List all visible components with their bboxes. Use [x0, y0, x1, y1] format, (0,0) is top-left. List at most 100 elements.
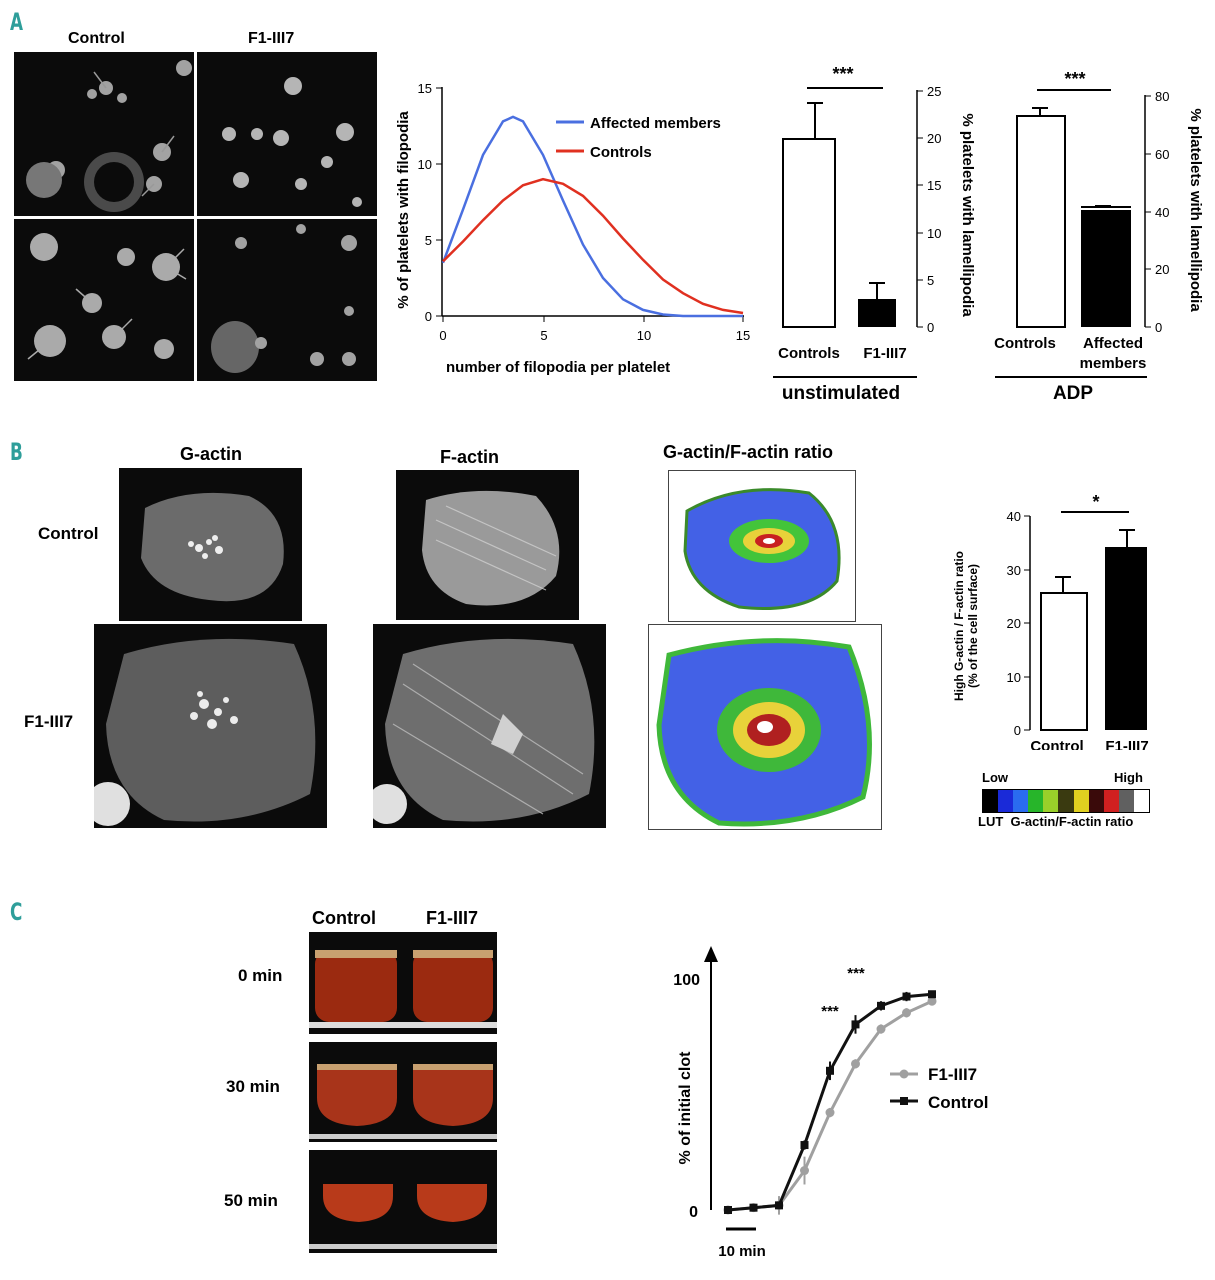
- micro-title-control: Control: [68, 30, 125, 47]
- significance-label: ***: [832, 64, 853, 84]
- clot-retraction-chart: 100 0 % of initial clot 10 min *** *** F…: [673, 946, 988, 1260]
- filopodia-ytick: 15: [418, 81, 432, 96]
- panel-label-c: C: [10, 898, 23, 926]
- lamelli1-ytick: 20: [927, 131, 941, 146]
- legend-label-control: Control: [928, 1093, 988, 1112]
- clot-point-f1-iii7: [800, 1166, 809, 1176]
- lamelli2-ytick: 60: [1155, 147, 1169, 162]
- clot-point-control: [775, 1201, 783, 1210]
- series-line-affected-members: [441, 115, 743, 318]
- col-title-g-actin: G-actin: [180, 444, 243, 464]
- lamelli1-y-label: % platelets with lamellipodia: [959, 113, 976, 317]
- time-label-0: 0 min: [238, 966, 283, 985]
- legend-marker-f1: [899, 1069, 909, 1079]
- row-label-f1: F1-III7: [24, 712, 74, 731]
- ratio-ytick: 0: [1014, 723, 1021, 738]
- group-label-adp: ADP: [1053, 383, 1093, 404]
- lamelli2-y-ticks: 80 60 40 20 0: [1145, 89, 1169, 335]
- ratio-control-image: [668, 470, 856, 622]
- clot-ytick-0: 0: [689, 1204, 698, 1221]
- ratio-ytick: 30: [1007, 563, 1021, 578]
- clot-y-axis-arrow: [704, 946, 718, 962]
- clot-point-control: [877, 1001, 885, 1010]
- lamelli1-y-ticks: 25 20 15 10 5 0: [917, 84, 941, 335]
- significance-label-2: ***: [847, 965, 865, 982]
- micro-image-f1-top: [197, 52, 377, 216]
- significance-label-1: ***: [821, 1003, 839, 1020]
- clot-point-f1-iii7: [825, 1108, 835, 1118]
- filopodia-xtick: 15: [736, 328, 750, 343]
- significance-label: *: [1092, 492, 1099, 512]
- clot-point-control: [851, 1020, 860, 1029]
- clot-y-label: % of initial clot: [677, 1051, 694, 1165]
- micro-title-f1: F1-III7: [248, 30, 295, 47]
- f-actin-f1-image: [373, 624, 606, 828]
- filopodia-xtick: 0: [439, 328, 446, 343]
- lamelli2-cat1: Controls: [994, 335, 1056, 352]
- time-label-30: 30 min: [226, 1077, 280, 1096]
- col-title-f1-c: F1-III7: [426, 908, 479, 928]
- lamelli1-cat1: Controls: [778, 345, 840, 362]
- lamelli2-y-label: % platelets with lamellipodia: [1187, 108, 1204, 312]
- clot-point-control: [749, 1203, 758, 1212]
- filopodia-chart: 15 10 5 0 0 5 10 15 Affected members Con…: [395, 81, 750, 376]
- series-line-controls: [442, 177, 744, 315]
- lamelli1-ytick: 5: [927, 273, 934, 288]
- clot-line-f1-iii7: [727, 999, 933, 1212]
- panel-label-a: A: [10, 8, 24, 36]
- lut-high-label: High: [1114, 770, 1143, 785]
- clot-photo-30min: [309, 1042, 497, 1142]
- ratio-cat2: F1-III7: [1105, 738, 1148, 750]
- clot-photo-50min: [309, 1150, 497, 1253]
- col-title-f-actin: F-actin: [440, 447, 500, 467]
- lamelli2-ytick: 80: [1155, 89, 1169, 104]
- lamelli1-ytick: 15: [927, 178, 941, 193]
- panel-label-b: B: [10, 438, 23, 466]
- lamelli1-ytick: 25: [927, 84, 941, 99]
- filopodia-ytick: 0: [425, 309, 432, 324]
- clot-point-control: [724, 1206, 732, 1214]
- filopodia-xtick: 10: [637, 328, 651, 343]
- clot-point-f1-iii7: [851, 1059, 860, 1069]
- clot-point-control: [826, 1066, 834, 1075]
- g-actin-f1-image: [94, 624, 327, 828]
- clot-ytick-100: 100: [673, 972, 700, 989]
- clot-series-marks: [723, 990, 937, 1215]
- legend-label-affected: Affected members: [590, 115, 721, 132]
- ratio-ytick: 40: [1007, 509, 1021, 524]
- lamelli2-ytick: 40: [1155, 205, 1169, 220]
- lamelli2-ytick: 20: [1155, 262, 1169, 277]
- lamelli2-cat2b: members: [1080, 355, 1147, 372]
- filopodia-x-ticks: 0 5 10 15: [439, 316, 750, 343]
- filopodia-x-label: number of filopodia per platelet: [446, 359, 670, 376]
- group-label-unstimulated: unstimulated: [782, 383, 900, 404]
- ratio-cat1: Control: [1030, 738, 1083, 750]
- clot-point-f1-iii7: [927, 996, 937, 1006]
- row-label-control: Control: [38, 524, 99, 543]
- lut-low-label: Low: [982, 770, 1008, 785]
- clot-point-control: [902, 992, 911, 1001]
- clot-point-f1-iii7: [876, 1024, 886, 1034]
- clot-point-control: [800, 1141, 809, 1150]
- time-label-50: 50 min: [224, 1191, 278, 1210]
- legend-marker-control: [900, 1097, 908, 1105]
- lut-caption: LUT G-actin/F-actin ratio: [978, 814, 1134, 829]
- ratio-y-ticks: 40 30 20 10 0: [1007, 509, 1030, 738]
- micro-image-control-bottom: [14, 219, 194, 381]
- col-title-ratio: G-actin/F-actin ratio: [663, 442, 834, 462]
- clot-point-control: [928, 990, 936, 999]
- col-title-control-c: Control: [312, 908, 376, 928]
- filopodia-y-label: % of platelets with filopodia: [395, 111, 412, 309]
- filopodia-y-ticks: 15 10 5 0: [418, 81, 442, 324]
- filopodia-ytick: 10: [418, 157, 432, 172]
- bar-controls: [782, 138, 836, 328]
- ratio-ytick: 10: [1007, 670, 1021, 685]
- clot-photo-0min: [309, 932, 497, 1034]
- ratio-ytick: 20: [1007, 616, 1021, 631]
- f-actin-control-image: [396, 470, 579, 620]
- ratio-bar-chart: * 40 30 20 10 0 Control F1-III7 High G-a…: [952, 492, 1149, 750]
- ratio-y-label-1: High G-actin / F-actin ratio: [952, 551, 966, 701]
- micro-image-control-top: [14, 52, 194, 216]
- filopodia-ytick: 5: [425, 233, 432, 248]
- legend-label-controls: Controls: [590, 144, 652, 161]
